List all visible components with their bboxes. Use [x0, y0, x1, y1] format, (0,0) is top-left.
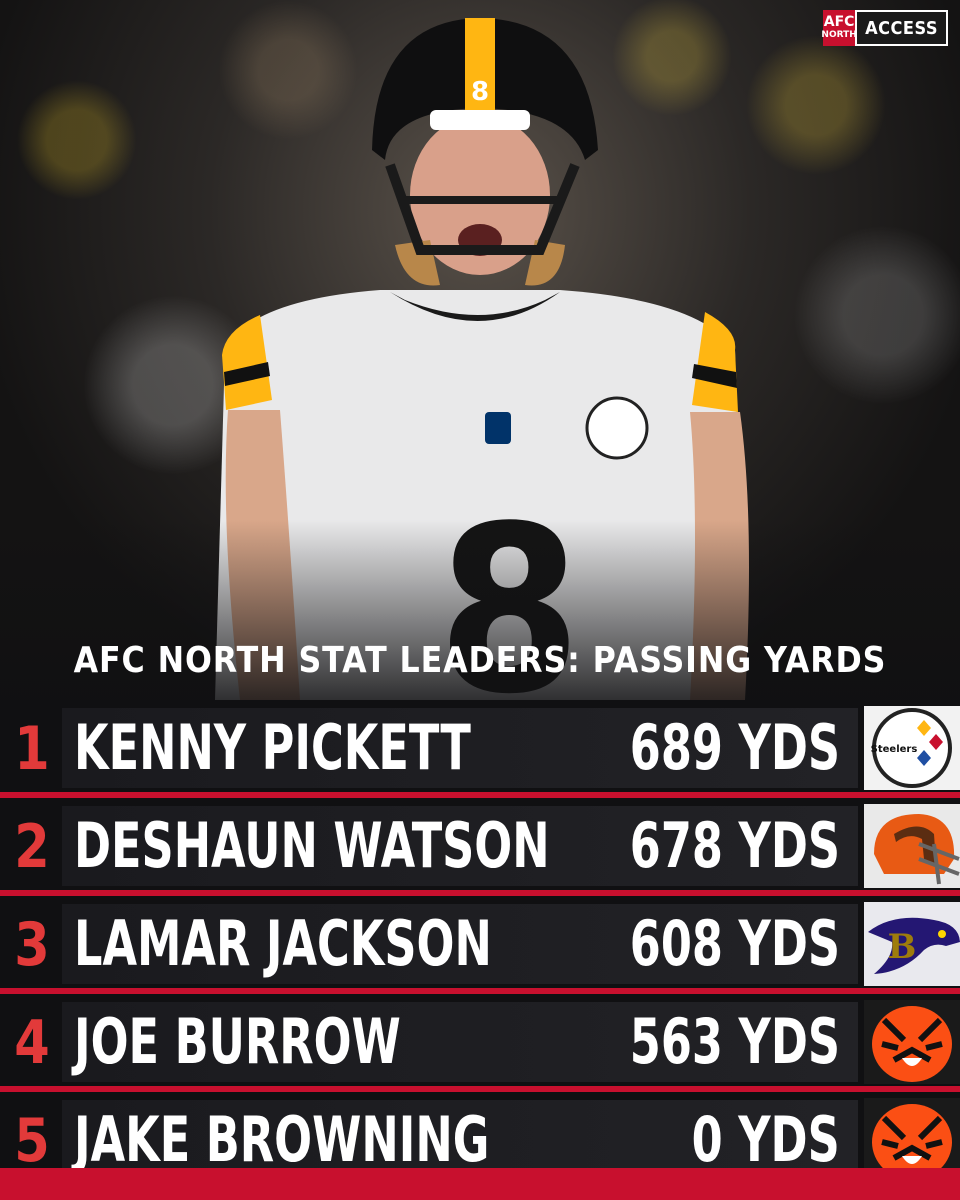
- row-bar: [62, 1100, 858, 1180]
- player-name: LAMAR JACKSON: [74, 907, 492, 980]
- rank-number: 5: [14, 1106, 50, 1176]
- leader-row: 2 DESHAUN WATSON 678 YDS: [0, 798, 960, 896]
- leader-row: 1 KENNY PICKETT 689 YDS Steelers: [0, 700, 960, 798]
- ravens-logo-icon: B: [864, 902, 960, 986]
- footer-bar: [0, 1168, 960, 1200]
- rank-number: 4: [14, 1008, 50, 1078]
- rank-number: 3: [14, 910, 50, 980]
- row-bar: [62, 1002, 858, 1082]
- player-photo: 8 8: [0, 0, 960, 720]
- brand-shield-bottom: NORTH: [821, 29, 857, 40]
- leader-row: 4 JOE BURROW 563 YDS: [0, 994, 960, 1092]
- afc-shield-icon: AFC NORTH: [821, 10, 857, 46]
- row-divider: [0, 1086, 960, 1092]
- row-divider: [0, 792, 960, 798]
- svg-text:B: B: [888, 927, 917, 967]
- svg-text:Steelers: Steelers: [871, 744, 918, 755]
- player-name: KENNY PICKETT: [74, 711, 471, 784]
- passing-yards: 689 YDS: [629, 711, 840, 784]
- player-name: DESHAUN WATSON: [74, 809, 550, 882]
- leader-row: 3 LAMAR JACKSON 608 YDS B: [0, 896, 960, 994]
- rank-number: 1: [14, 714, 50, 784]
- player-name: JOE BURROW: [74, 1005, 401, 1078]
- leader-row: 5 JAKE BROWNING 0 YDS: [0, 1092, 960, 1184]
- brand-label: ACCESS: [855, 10, 948, 46]
- afc-north-access-logo: AFC NORTH ACCESS: [821, 10, 948, 46]
- rank-number: 2: [14, 812, 50, 882]
- player-name: JAKE BROWNING: [74, 1103, 490, 1176]
- row-divider: [0, 988, 960, 994]
- steelers-logo-icon: Steelers: [864, 706, 960, 790]
- passing-yards: 678 YDS: [629, 809, 840, 882]
- row-divider: [0, 890, 960, 896]
- row-bar: [62, 806, 858, 886]
- bengals-logo-icon: [864, 1000, 960, 1084]
- row-bar: [62, 904, 858, 984]
- browns-logo-icon: [864, 804, 960, 888]
- headline: AFC NORTH STAT LEADERS: PASSING YARDS: [73, 640, 887, 681]
- brand-shield-top: AFC: [823, 14, 855, 31]
- leaders-list: 1 KENNY PICKETT 689 YDS Steelers 2 DESHA…: [0, 700, 960, 1190]
- passing-yards: 563 YDS: [629, 1005, 840, 1078]
- passing-yards: 0 YDS: [691, 1103, 840, 1176]
- row-bar: [62, 708, 858, 788]
- passing-yards: 608 YDS: [629, 907, 840, 980]
- photo-fade: [0, 520, 960, 720]
- svg-text:8: 8: [471, 77, 489, 107]
